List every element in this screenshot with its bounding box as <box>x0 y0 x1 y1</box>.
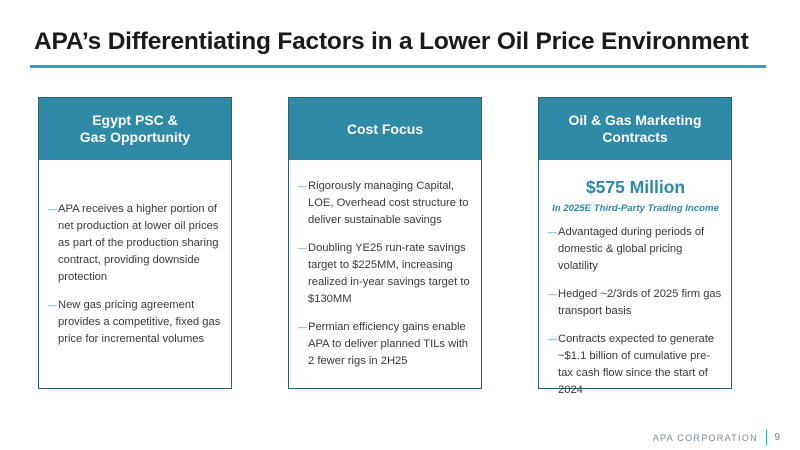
bullet-text: Doubling YE25 run-rate savings target to… <box>308 242 470 305</box>
bullet-item: — Rigorously managing Capital, LOE, Overh… <box>298 178 473 229</box>
card-marketing-contracts: Oil & Gas Marketing Contracts $575 Milli… <box>538 97 732 396</box>
bullet-item: — Contracts expected to generate ~$1.1 bi… <box>548 331 723 399</box>
card-header: Cost Focus <box>289 98 481 160</box>
card-header: Egypt PSC & Gas Opportunity <box>39 98 231 160</box>
bullet-text: Contracts expected to generate ~$1.1 bil… <box>558 333 715 396</box>
company-name: APA CORPORATION <box>652 432 758 443</box>
dash-bullet-icon: — <box>298 243 307 253</box>
card-header: Oil & Gas Marketing Contracts <box>539 98 731 160</box>
bullet-item: — Advantaged during periods of domestic &… <box>548 224 723 275</box>
dash-bullet-icon: — <box>548 334 557 344</box>
title-underline <box>30 65 766 68</box>
bullet-item: — New gas pricing agreement provides a co… <box>48 297 223 348</box>
dash-bullet-icon: — <box>298 181 307 191</box>
highlight-value: $575 Million <box>585 177 686 197</box>
bullet-item: — Doubling YE25 run-rate savings target t… <box>298 240 473 308</box>
card-body: $575 Million In 2025E Third-Party Tradin… <box>548 160 723 396</box>
bullet-list: — APA receives a higher portion of net pr… <box>48 201 223 348</box>
bullet-text: Advantaged during periods of domestic & … <box>558 226 705 272</box>
bullet-text: Hedged ~2/3rds of 2025 firm gas transpor… <box>558 288 722 317</box>
card-egypt-psc: Egypt PSC & Gas Opportunity — APA receive… <box>38 97 232 389</box>
slide-footer: APA CORPORATION 9 <box>653 430 780 445</box>
slide-title: APA’s Differentiating Factors in a Lower… <box>34 28 749 55</box>
bullet-list: — Rigorously managing Capital, LOE, Overh… <box>298 178 473 370</box>
card-body: — Rigorously managing Capital, LOE, Overh… <box>298 160 473 388</box>
dash-bullet-icon: — <box>48 299 57 310</box>
bullet-text: Rigorously managing Capital, LOE, Overhe… <box>308 180 469 226</box>
card-body: — APA receives a higher portion of net pr… <box>48 160 223 388</box>
bullet-text: APA receives a higher portion of net pro… <box>58 202 219 283</box>
bullet-item: — Hedged ~2/3rds of 2025 firm gas transpo… <box>548 286 723 320</box>
footer-divider <box>765 430 768 445</box>
page-number: 9 <box>774 432 780 443</box>
dash-bullet-icon: — <box>48 203 57 214</box>
bullet-item: — Permian efficiency gains enable APA to … <box>298 319 473 370</box>
bullet-item: — APA receives a higher portion of net pr… <box>48 201 223 286</box>
dash-bullet-icon: — <box>298 322 307 332</box>
dash-bullet-icon: — <box>548 289 557 299</box>
card-cost-focus: Cost Focus — Rigorously managing Capital,… <box>288 97 482 389</box>
bullet-text: New gas pricing agreement provides a com… <box>58 298 221 345</box>
bullet-list: — Advantaged during periods of domestic &… <box>548 224 723 399</box>
bullet-text: Permian efficiency gains enable APA to d… <box>308 321 469 367</box>
highlight-caption: In 2025E Third-Party Trading Income <box>552 203 719 214</box>
dash-bullet-icon: — <box>548 227 557 237</box>
